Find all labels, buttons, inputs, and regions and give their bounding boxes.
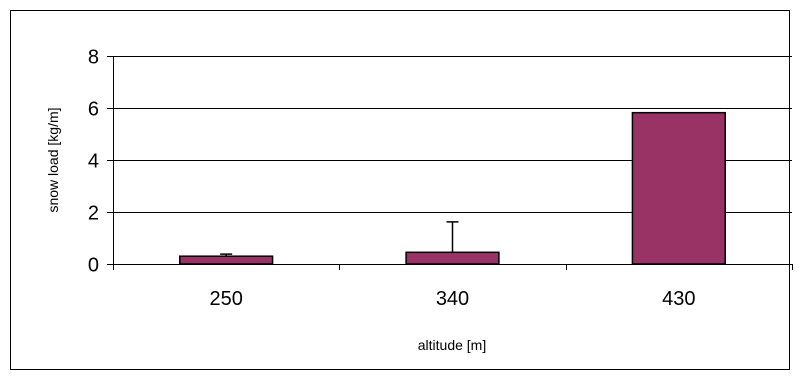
x-axis-title: altitude [m]: [418, 337, 486, 353]
y-tick-label-0: 0: [88, 255, 99, 277]
axes: [107, 56, 793, 270]
bars: [179, 111, 726, 265]
x-tick-label-430: 430: [662, 288, 695, 310]
x-tick-label-250: 250: [209, 288, 242, 310]
bar-430: [631, 111, 726, 265]
bar-340: [405, 251, 500, 265]
bar-250: [179, 255, 274, 265]
y-tick-label-4: 4: [88, 151, 99, 173]
tick-labels: 0 2 4 6 8 250 340 430: [88, 47, 696, 311]
x-tick-label-340: 340: [436, 288, 469, 310]
y-tick-label-8: 8: [88, 47, 99, 69]
y-tick-label-2: 2: [88, 203, 99, 225]
y-axis-title: snow load [kg/m]: [45, 107, 61, 212]
y-tick-label-6: 6: [88, 99, 99, 121]
